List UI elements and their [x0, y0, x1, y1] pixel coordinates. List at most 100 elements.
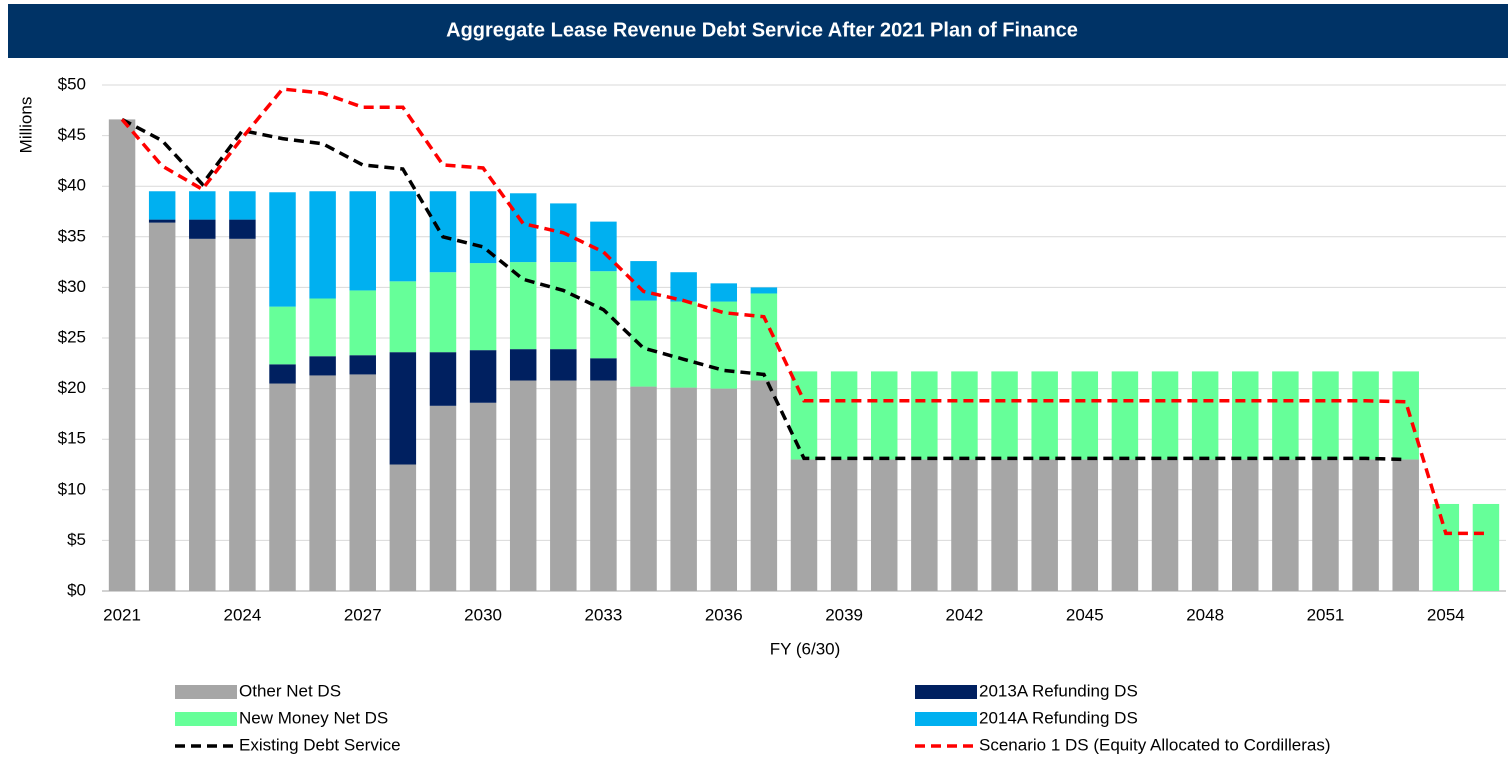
bar — [630, 300, 657, 387]
bar — [1151, 371, 1179, 460]
y-tick-label: $35 — [58, 226, 86, 245]
bar — [229, 238, 256, 591]
legend-swatch — [175, 685, 237, 699]
y-tick-label: $5 — [67, 530, 86, 549]
bar — [590, 380, 617, 591]
bar — [1191, 371, 1219, 460]
y-tick-label: $10 — [58, 479, 86, 498]
bar — [349, 290, 376, 356]
bar — [269, 364, 296, 384]
y-tick-label: $45 — [58, 125, 86, 144]
bar — [189, 191, 216, 220]
bar — [590, 358, 617, 381]
legend-swatch — [915, 685, 977, 699]
bar — [550, 262, 577, 350]
bar — [1031, 371, 1058, 460]
bar — [469, 350, 497, 403]
x-tick-label: 2048 — [1186, 605, 1224, 624]
legend-label: New Money Net DS — [239, 708, 388, 727]
x-axis-label: FY (6/30) — [770, 639, 841, 658]
bar — [1111, 371, 1139, 460]
legend-swatch — [175, 712, 237, 726]
bar — [1232, 459, 1259, 591]
bar — [750, 287, 778, 294]
bar — [870, 371, 898, 460]
bar — [349, 355, 376, 375]
bar — [870, 459, 898, 591]
bar — [309, 191, 336, 299]
bar — [148, 191, 176, 220]
x-tick-label: 2030 — [464, 605, 502, 624]
legend-label: 2014A Refunding DS — [979, 708, 1138, 727]
bar — [509, 193, 537, 263]
bar — [309, 298, 336, 357]
line — [120, 87, 1486, 536]
bar — [1071, 371, 1099, 460]
bar — [509, 262, 537, 350]
legend-label: 2013A Refunding DS — [979, 681, 1138, 700]
bar — [148, 219, 176, 223]
bar — [509, 380, 537, 591]
bar — [429, 352, 457, 406]
bar — [951, 371, 978, 460]
bar — [991, 371, 1018, 460]
bar — [1352, 459, 1379, 591]
legend-label: Existing Debt Service — [239, 735, 401, 754]
y-tick-label: $30 — [58, 277, 86, 296]
x-tick-label: 2021 — [103, 605, 141, 624]
legend-label: Scenario 1 DS (Equity Allocated to Cordi… — [979, 735, 1331, 754]
y-axis-label: Millions — [16, 97, 35, 154]
y-tick-label: $40 — [58, 176, 86, 195]
bar — [1352, 371, 1379, 460]
bar — [830, 371, 858, 460]
bar — [911, 459, 938, 591]
x-tick-label: 2024 — [223, 605, 261, 624]
bar — [630, 386, 657, 591]
bar — [670, 387, 697, 591]
bar — [469, 402, 497, 591]
x-tick-label: 2027 — [344, 605, 382, 624]
bar — [1031, 459, 1058, 591]
bar — [469, 191, 497, 264]
x-tick-label: 2033 — [585, 605, 623, 624]
bar — [1432, 503, 1460, 591]
x-tick-label: 2051 — [1307, 605, 1345, 624]
y-tick-label: $20 — [58, 378, 86, 397]
bar — [1312, 371, 1339, 460]
bar — [670, 301, 697, 388]
bar — [790, 459, 818, 591]
bar — [189, 219, 216, 239]
bar — [710, 283, 738, 302]
bar — [509, 349, 537, 381]
bar — [1272, 459, 1299, 591]
bar — [550, 349, 577, 381]
bar — [670, 272, 697, 302]
legend-swatch — [915, 712, 977, 726]
bar — [1232, 371, 1259, 460]
bar — [1472, 503, 1500, 591]
bar — [1392, 371, 1419, 460]
bar — [991, 459, 1018, 591]
bar — [1111, 459, 1139, 591]
bar — [189, 238, 216, 591]
y-tick-label: $0 — [67, 580, 86, 599]
bar — [710, 301, 738, 389]
bar — [951, 459, 978, 591]
bar — [229, 191, 256, 220]
bar — [1151, 459, 1179, 591]
bar — [750, 380, 778, 591]
bar — [429, 405, 457, 591]
bar — [1191, 459, 1219, 591]
bar — [309, 356, 336, 376]
bar — [1312, 459, 1339, 591]
bar — [229, 219, 256, 239]
bar — [349, 191, 376, 291]
y-tick-label: $50 — [58, 74, 86, 93]
bar — [469, 263, 497, 351]
bar — [429, 272, 457, 353]
bar — [108, 119, 136, 592]
bar — [710, 388, 738, 591]
bar — [911, 371, 938, 460]
y-tick-label: $25 — [58, 327, 86, 346]
x-tick-label: 2054 — [1427, 605, 1465, 624]
